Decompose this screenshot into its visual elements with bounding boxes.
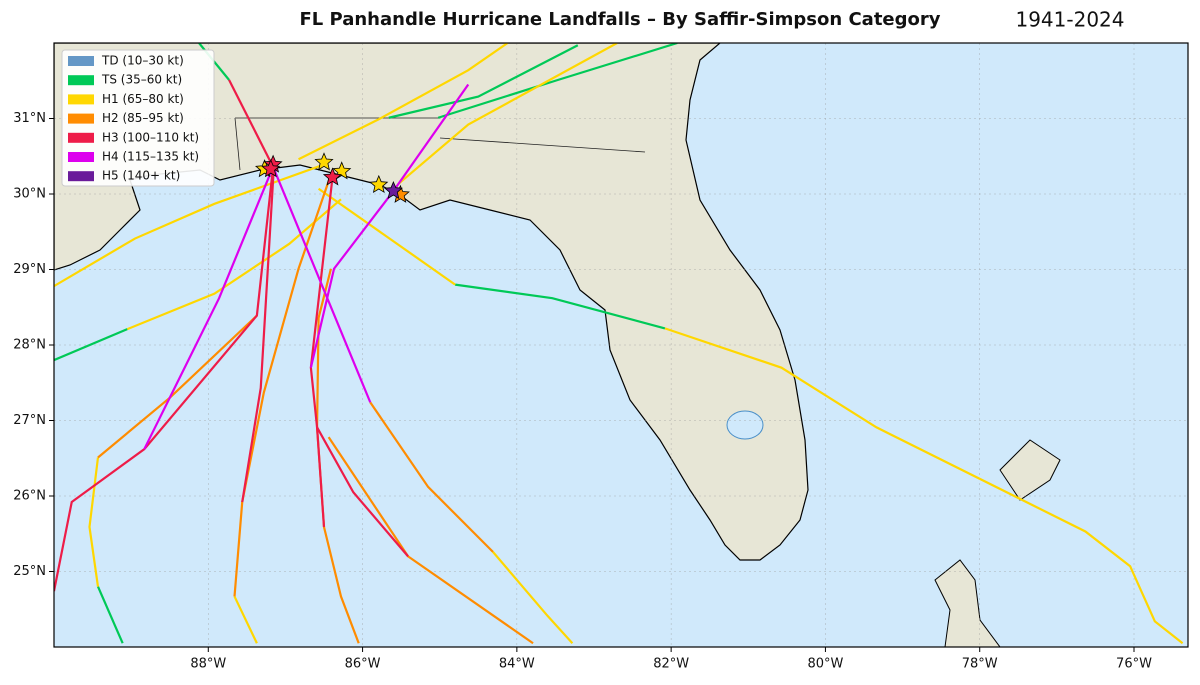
landfall-star	[383, 180, 403, 200]
storm-track	[241, 166, 275, 503]
landfall-star	[369, 174, 389, 194]
y-tick-label: 29°N	[13, 262, 46, 277]
landfall-star	[322, 167, 342, 186]
legend-swatch	[68, 132, 94, 143]
chart-title: FL Panhandle Hurricane Landfalls – By Sa…	[299, 9, 940, 30]
y-tick-label: 31°N	[13, 111, 46, 126]
x-tick-label: 82°W	[653, 657, 689, 672]
storm-track	[454, 283, 666, 330]
storm-track	[54, 328, 128, 362]
storm-track	[369, 401, 494, 553]
legend-box	[61, 49, 215, 187]
storm-track	[397, 43, 618, 186]
legend-label: TS (35–60 kt)	[101, 73, 182, 87]
island	[999, 439, 1061, 501]
legend-swatch	[68, 113, 94, 124]
y-tick-label: 27°N	[13, 413, 46, 428]
x-tick-label: 86°W	[345, 657, 381, 672]
x-tick-label: 88°W	[190, 657, 226, 672]
storm-track	[233, 595, 258, 644]
storm-track	[388, 44, 579, 119]
chart-subtitle: 1941-2024	[1015, 8, 1124, 32]
legend-swatch	[68, 94, 94, 105]
storm-track	[298, 43, 509, 161]
legend-label: H4 (115–135 kt)	[102, 150, 199, 164]
landfall-star	[314, 152, 334, 171]
state-border	[234, 117, 241, 171]
legend-swatch	[68, 171, 94, 182]
y-tick-label: 28°N	[13, 338, 46, 353]
storm-track	[228, 79, 275, 168]
legend-label: H3 (100–110 kt)	[102, 130, 199, 144]
y-tick-label: 25°N	[13, 564, 46, 579]
frame	[53, 42, 1189, 648]
storm-track	[96, 586, 124, 644]
storm-track	[437, 43, 678, 119]
storm-track	[316, 426, 409, 558]
legend: TD (10–30 kt) TS (35–60 kt) H1 (65–80 kt) H…	[61, 49, 215, 187]
state-border	[439, 137, 646, 153]
legend-label: TD (10–30 kt)	[101, 54, 184, 68]
legend-label: H2 (85–95 kt)	[102, 111, 184, 125]
x-tick-label: 84°W	[499, 657, 535, 672]
storm-track	[233, 174, 332, 597]
island	[934, 559, 1001, 647]
map	[54, 43, 1188, 647]
y-tick-label: 26°N	[13, 489, 46, 504]
storm-track	[54, 163, 325, 288]
legend-label: H1 (65–80 kt)	[102, 92, 184, 106]
legend-swatch	[68, 75, 94, 86]
x-tick-label: 76°W	[1116, 657, 1152, 672]
x-tick-label: 80°W	[807, 657, 843, 672]
legend-label: H5 (140+ kt)	[102, 169, 180, 183]
storm-track	[309, 83, 470, 368]
storm-track	[664, 327, 1184, 645]
landfall-star	[261, 159, 281, 178]
legend-swatch	[68, 152, 94, 162]
storm-track	[317, 187, 456, 286]
storm-track	[143, 166, 275, 450]
y-tick-label: 30°N	[13, 187, 46, 202]
storm-track	[272, 166, 372, 403]
storm-track	[309, 177, 334, 528]
x-tick-label: 78°W	[962, 657, 998, 672]
lake	[726, 410, 764, 440]
storm-track	[492, 551, 574, 644]
legend-swatch	[68, 56, 94, 66]
storm-track	[88, 457, 100, 587]
